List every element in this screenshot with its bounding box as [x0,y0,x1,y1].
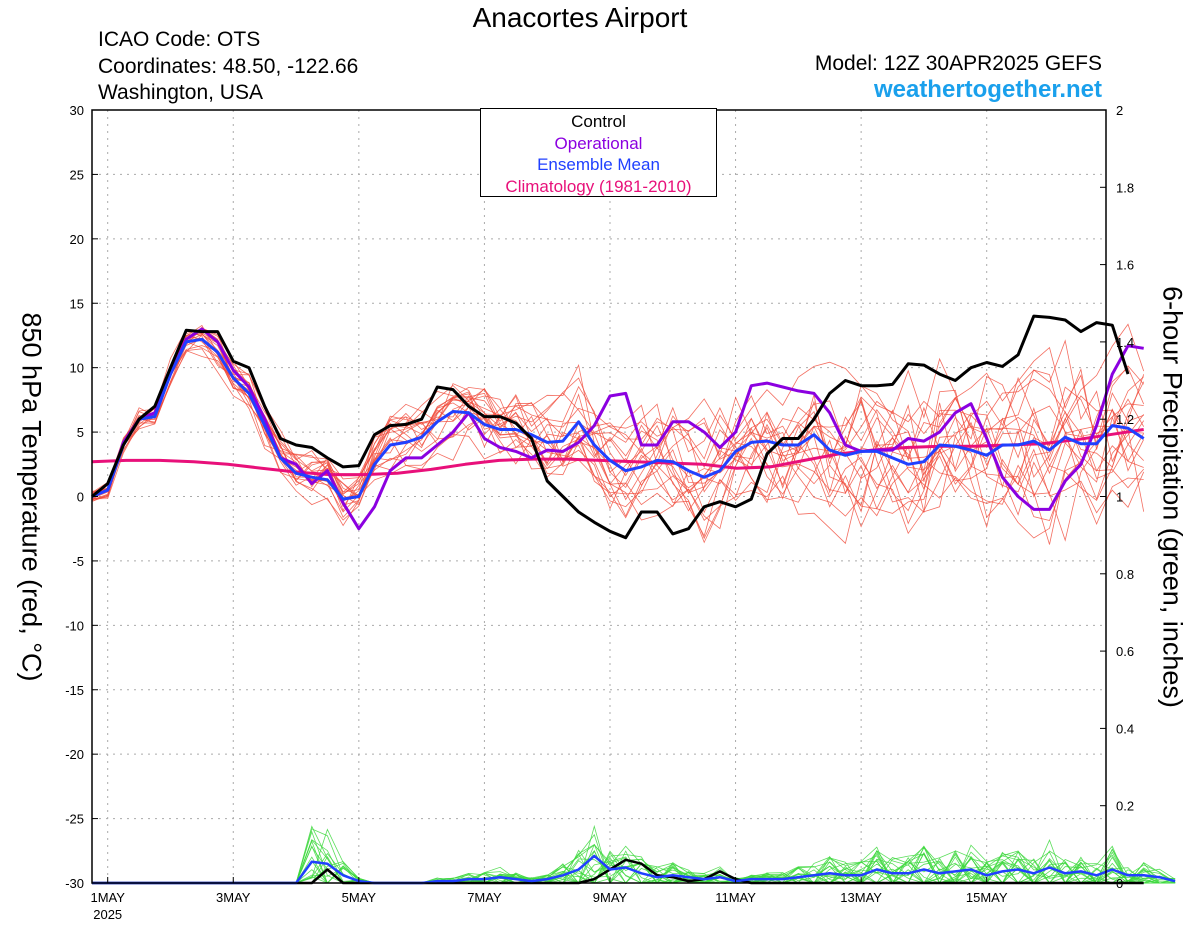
temperature-member-line [91,338,1144,506]
x-tick-label: 15MAY [966,890,1008,905]
operational-temperature-line [91,327,1144,531]
chart-title: Anacortes Airport [472,2,688,33]
legend-operational: Operational [554,133,643,153]
location: Washington, USA [98,81,263,104]
y-tick-left-label: -15 [65,683,84,698]
y-tick-right-label: 1.6 [1116,258,1134,273]
y-tick-right-label: 0 [1116,876,1123,891]
legend-control: Control [571,112,626,131]
x-tick-label: 3MAY [216,890,251,905]
control-temperature-line [91,314,1130,540]
x-tick-label: 1MAY [90,890,125,905]
y-tick-left-label: -20 [65,747,84,762]
y-tick-left-label: -10 [65,618,84,633]
y-tick-right-label: 2 [1116,103,1123,118]
temperature-member-line [91,332,1145,503]
y-tick-left-label: -30 [65,876,84,891]
y-tick-right-label: 0.4 [1116,721,1134,736]
y-tick-left-label: 30 [70,103,84,118]
model-run: Model: 12Z 30APR2025 GEFS [814,52,1102,75]
website-link[interactable]: weathertogether.net [873,76,1102,103]
y-tick-right-label: 0.2 [1116,799,1134,814]
y-tick-left-label: 15 [70,296,84,311]
y-tick-right-label: 0.6 [1116,644,1134,659]
coordinates: Coordinates: 48.50, -122.66 [98,55,359,78]
temperature-member-line [91,327,1145,540]
icao-code: ICAO Code: OTS [98,28,261,51]
y-tick-right-label: 0.8 [1116,567,1134,582]
x-tick-label: 5MAY [342,890,377,905]
y-tick-left-label: 5 [77,425,84,440]
precipitation-member-line [92,844,1176,884]
y-tick-left-label: -5 [72,554,84,569]
legend-climatology: Climatology (1981-2010) [505,176,692,196]
x-tick-sublabel: 2025 [93,907,122,922]
temperature-member-line [91,330,1144,526]
legend-ensemble-mean: Ensemble Mean [537,155,660,174]
y-tick-right-label: 1.8 [1116,180,1134,195]
temperature-member-line [91,345,1145,501]
y-tick-left-label: 10 [70,361,84,376]
temperature-member-line [91,323,1145,521]
climatology-temperature-line [91,428,1144,477]
precipitation-members-group [92,824,1176,884]
x-tick-label: 9MAY [593,890,628,905]
x-tick-label: 11MAY [715,890,756,905]
y-tick-left-label: -25 [65,812,84,827]
temperature-member-line [91,327,1145,529]
x-tick-label: 7MAY [467,890,502,905]
legend: Control Operational Ensemble Mean Climat… [480,108,717,197]
temperature-member-line [91,334,1145,545]
temperature-member-line [91,324,1145,521]
y-tick-left-label: 25 [70,167,84,182]
precipitation-member-line [92,844,1176,884]
x-tick-label: 13MAY [840,890,882,905]
y-tick-right-label: 1.2 [1116,412,1134,427]
y-tick-right-label: 1 [1116,490,1123,505]
temperature-member-line [91,327,1145,521]
y-axis-label-right: 6-hour Precipitation (green, inches) [1157,286,1188,708]
y-tick-right-label: 1.4 [1116,335,1134,350]
y-tick-left-label: 0 [77,490,84,505]
y-tick-left-label: 20 [70,232,84,247]
ensemble-mean-temperature-line [91,337,1145,501]
y-axis-label-left: 850 hPa Temperature (red, °C) [16,312,47,682]
